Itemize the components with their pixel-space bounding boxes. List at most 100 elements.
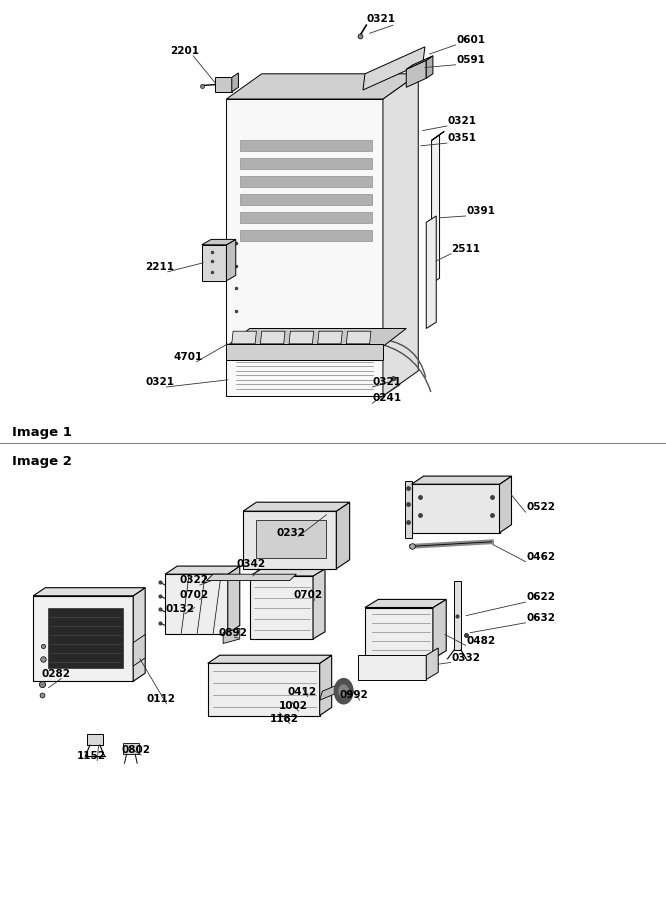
Text: 0132: 0132 — [165, 604, 194, 614]
Text: 1002: 1002 — [278, 701, 308, 711]
Text: 0702: 0702 — [180, 590, 209, 599]
Polygon shape — [208, 663, 320, 716]
Polygon shape — [226, 344, 383, 360]
Polygon shape — [228, 566, 240, 634]
Circle shape — [334, 679, 353, 704]
Text: 2511: 2511 — [452, 244, 481, 254]
Polygon shape — [123, 742, 139, 754]
Polygon shape — [243, 502, 350, 511]
Polygon shape — [313, 569, 325, 639]
Text: 0992: 0992 — [340, 690, 368, 700]
Polygon shape — [412, 476, 511, 484]
Polygon shape — [433, 599, 446, 659]
Polygon shape — [243, 511, 336, 569]
Polygon shape — [215, 77, 232, 92]
Polygon shape — [412, 484, 500, 533]
Text: 0332: 0332 — [452, 652, 481, 662]
Polygon shape — [289, 331, 314, 344]
Polygon shape — [358, 655, 426, 680]
Polygon shape — [426, 648, 438, 680]
Polygon shape — [240, 158, 372, 169]
Polygon shape — [500, 476, 511, 533]
Text: 2201: 2201 — [170, 46, 199, 56]
Text: Image 1: Image 1 — [12, 427, 72, 439]
Circle shape — [339, 685, 348, 698]
Polygon shape — [250, 576, 313, 639]
Text: 0482: 0482 — [466, 635, 496, 645]
Polygon shape — [232, 331, 256, 344]
Text: 0622: 0622 — [526, 592, 555, 602]
Polygon shape — [365, 599, 446, 608]
Polygon shape — [432, 131, 444, 140]
Text: 0412: 0412 — [288, 687, 317, 697]
Polygon shape — [260, 331, 285, 344]
Text: Image 2: Image 2 — [12, 454, 72, 467]
Text: 0601: 0601 — [456, 35, 486, 45]
Polygon shape — [240, 194, 372, 205]
Text: 0632: 0632 — [526, 613, 555, 623]
Text: 2211: 2211 — [145, 262, 174, 272]
Text: 0462: 0462 — [526, 552, 555, 562]
Polygon shape — [405, 481, 412, 538]
Polygon shape — [454, 580, 461, 650]
Text: 0112: 0112 — [147, 694, 176, 704]
Polygon shape — [33, 596, 133, 681]
Polygon shape — [406, 56, 433, 69]
Polygon shape — [133, 634, 145, 666]
Text: 0391: 0391 — [466, 206, 495, 216]
Text: 0321: 0321 — [448, 116, 477, 126]
Polygon shape — [226, 99, 383, 396]
Text: 0232: 0232 — [276, 527, 306, 537]
Text: 0241: 0241 — [373, 393, 402, 403]
Polygon shape — [240, 176, 372, 187]
Polygon shape — [240, 230, 372, 241]
Polygon shape — [165, 566, 240, 574]
Text: 1182: 1182 — [270, 714, 299, 724]
Polygon shape — [133, 588, 145, 681]
Text: 0591: 0591 — [456, 55, 485, 65]
Text: 0802: 0802 — [121, 745, 151, 755]
Text: 0702: 0702 — [293, 590, 322, 600]
Text: 0282: 0282 — [41, 669, 71, 679]
Text: 0321: 0321 — [145, 377, 174, 387]
FancyArrowPatch shape — [386, 339, 426, 377]
Polygon shape — [432, 135, 440, 284]
Polygon shape — [426, 216, 436, 328]
Polygon shape — [240, 212, 372, 223]
Polygon shape — [165, 574, 228, 634]
Polygon shape — [318, 331, 342, 344]
Polygon shape — [383, 74, 418, 396]
Text: 0321: 0321 — [366, 14, 396, 24]
Text: 0342: 0342 — [236, 559, 266, 569]
FancyArrowPatch shape — [382, 345, 431, 392]
Polygon shape — [363, 47, 425, 90]
Polygon shape — [202, 239, 236, 245]
Text: 0321: 0321 — [373, 377, 402, 387]
Polygon shape — [223, 628, 240, 644]
Text: 4701: 4701 — [173, 352, 202, 362]
Text: 1152: 1152 — [77, 751, 107, 760]
Polygon shape — [202, 245, 226, 281]
Polygon shape — [346, 331, 371, 344]
Polygon shape — [208, 655, 332, 663]
Polygon shape — [226, 74, 418, 99]
Polygon shape — [232, 73, 238, 92]
Polygon shape — [320, 655, 332, 716]
Polygon shape — [256, 520, 326, 558]
Polygon shape — [426, 56, 433, 78]
Polygon shape — [320, 684, 340, 700]
Text: 0522: 0522 — [526, 502, 555, 512]
Polygon shape — [206, 574, 296, 580]
Text: 0892: 0892 — [218, 628, 247, 638]
Polygon shape — [365, 608, 433, 659]
Polygon shape — [226, 239, 236, 281]
Polygon shape — [240, 140, 372, 151]
Text: 0322: 0322 — [180, 575, 209, 585]
Polygon shape — [87, 734, 103, 745]
Polygon shape — [336, 502, 350, 569]
Text: 0351: 0351 — [448, 133, 477, 143]
Polygon shape — [48, 608, 123, 668]
Polygon shape — [250, 569, 325, 576]
Polygon shape — [406, 60, 426, 87]
Polygon shape — [33, 588, 145, 596]
